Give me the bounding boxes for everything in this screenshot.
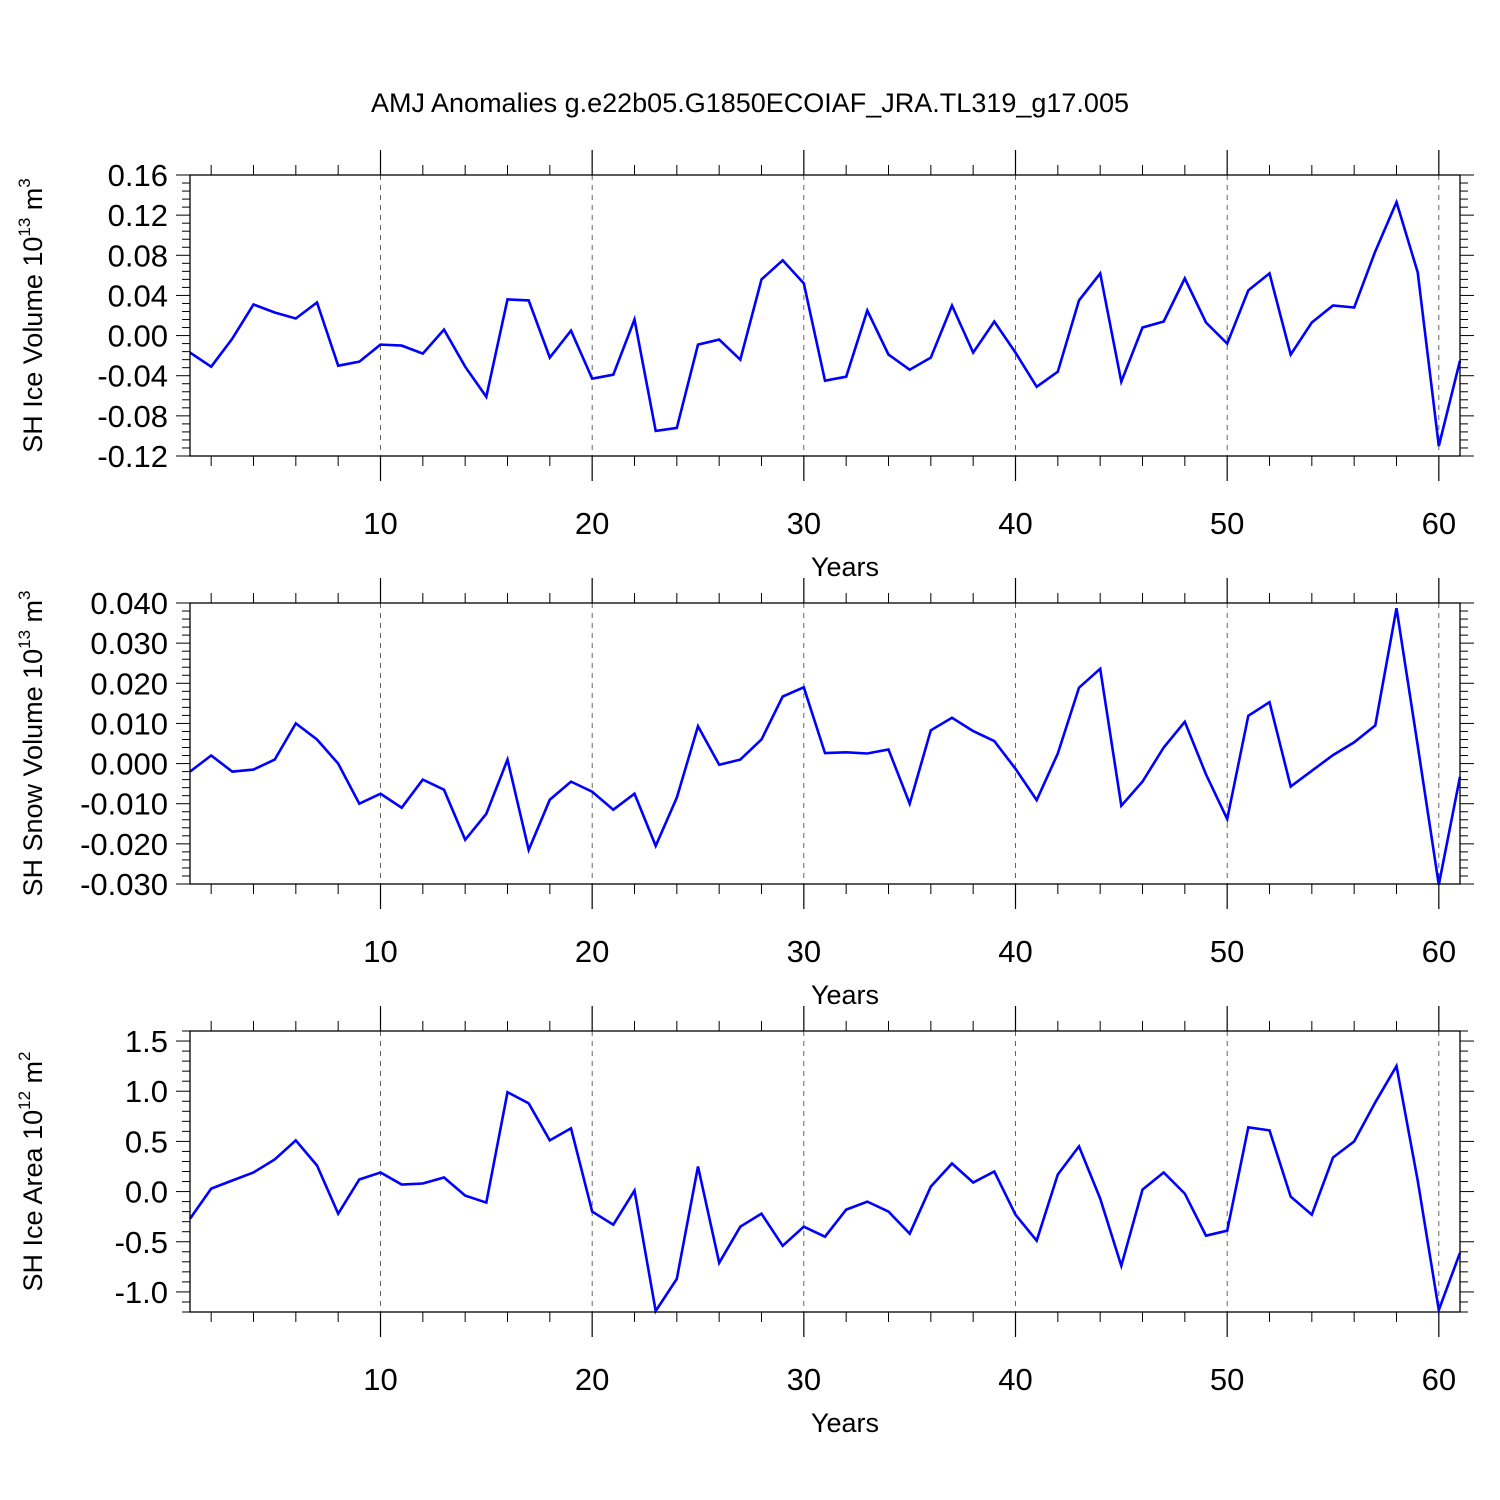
plot-frame xyxy=(189,174,1461,457)
y-axis-label: SH Ice Volume 1013 m3 xyxy=(15,178,48,453)
x-tick-label: 10 xyxy=(363,934,397,969)
y-tick-label: -0.030 xyxy=(80,867,168,902)
x-tick-label: 20 xyxy=(575,934,609,969)
panel-3: 10 20 30 40 50 60 Years -1.0 -0.5 0.0 0.5 1.0 1.5 SH … xyxy=(15,1006,1474,1438)
y-tick-label: 1.0 xyxy=(125,1074,168,1109)
y-tick-label: 0.020 xyxy=(90,666,168,701)
y-tick-label: 0.5 xyxy=(125,1124,168,1159)
y-tick-label: -0.020 xyxy=(80,827,168,862)
y-tick-label: 0.040 xyxy=(90,586,168,621)
y-tick-label: 0.030 xyxy=(90,626,168,661)
plot-frame xyxy=(189,1030,1461,1313)
y-tick-label: 0.000 xyxy=(90,747,168,782)
x-tick-label: 30 xyxy=(787,506,821,541)
x-tick-label: 30 xyxy=(787,1362,821,1397)
x-tick-label: 10 xyxy=(363,506,397,541)
plot-frame xyxy=(189,602,1461,885)
y-tick-label: 0.010 xyxy=(90,706,168,741)
y-tick-label: -0.12 xyxy=(97,439,168,474)
x-tick-label: 10 xyxy=(363,1362,397,1397)
x-tick-label: 50 xyxy=(1210,506,1244,541)
x-tick-label: 60 xyxy=(1422,506,1456,541)
series-line-1 xyxy=(188,1062,1462,1316)
y-tick-label: 1.5 xyxy=(125,1024,168,1059)
y-axis-label: SH Snow Volume 1013 m3 xyxy=(15,590,48,896)
x-tick-label: 40 xyxy=(998,934,1032,969)
series-line-1 xyxy=(189,607,1462,886)
y-tick-label: 0.12 xyxy=(108,198,168,233)
panel-1: 10 20 30 40 50 60 Years -0.12 -0.08 -0.04 0.00 0.04… xyxy=(15,150,1474,582)
x-tick-label: 40 xyxy=(998,1362,1032,1397)
y-tick-label: -0.5 xyxy=(115,1225,168,1260)
x-tick-label: 40 xyxy=(998,506,1032,541)
y-tick-label: 0.04 xyxy=(108,278,168,313)
panel-2: 10 20 30 40 50 60 Years -0.030 -0.020 -0.010 0.000… xyxy=(15,578,1474,1010)
x-tick-label: 20 xyxy=(575,506,609,541)
y-tick-label: -0.04 xyxy=(97,359,168,394)
y-tick-label: 0.16 xyxy=(108,158,168,193)
x-tick-label: 60 xyxy=(1422,1362,1456,1397)
series-line-1 xyxy=(189,198,1462,447)
x-axis-label: Years xyxy=(811,980,879,1010)
y-tick-label: 0.08 xyxy=(108,238,168,273)
x-tick-label: 60 xyxy=(1422,934,1456,969)
y-axis-label: SH Ice Area 1012 m2 xyxy=(15,1052,48,1292)
x-axis-label: Years xyxy=(811,1408,879,1438)
y-tick-label: 0.00 xyxy=(108,319,168,354)
x-tick-label: 50 xyxy=(1210,934,1244,969)
x-tick-label: 20 xyxy=(575,1362,609,1397)
y-tick-label: -0.010 xyxy=(80,787,168,822)
y-tick-label: -1.0 xyxy=(115,1275,168,1310)
y-tick-label: -0.08 xyxy=(97,399,168,434)
figure-title: AMJ Anomalies g.e22b05.G1850ECOIAF_JRA.T… xyxy=(371,88,1129,118)
x-tick-label: 50 xyxy=(1210,1362,1244,1397)
y-tick-label: 0.0 xyxy=(125,1175,168,1210)
x-axis-label: Years xyxy=(811,552,879,582)
x-tick-label: 30 xyxy=(787,934,821,969)
